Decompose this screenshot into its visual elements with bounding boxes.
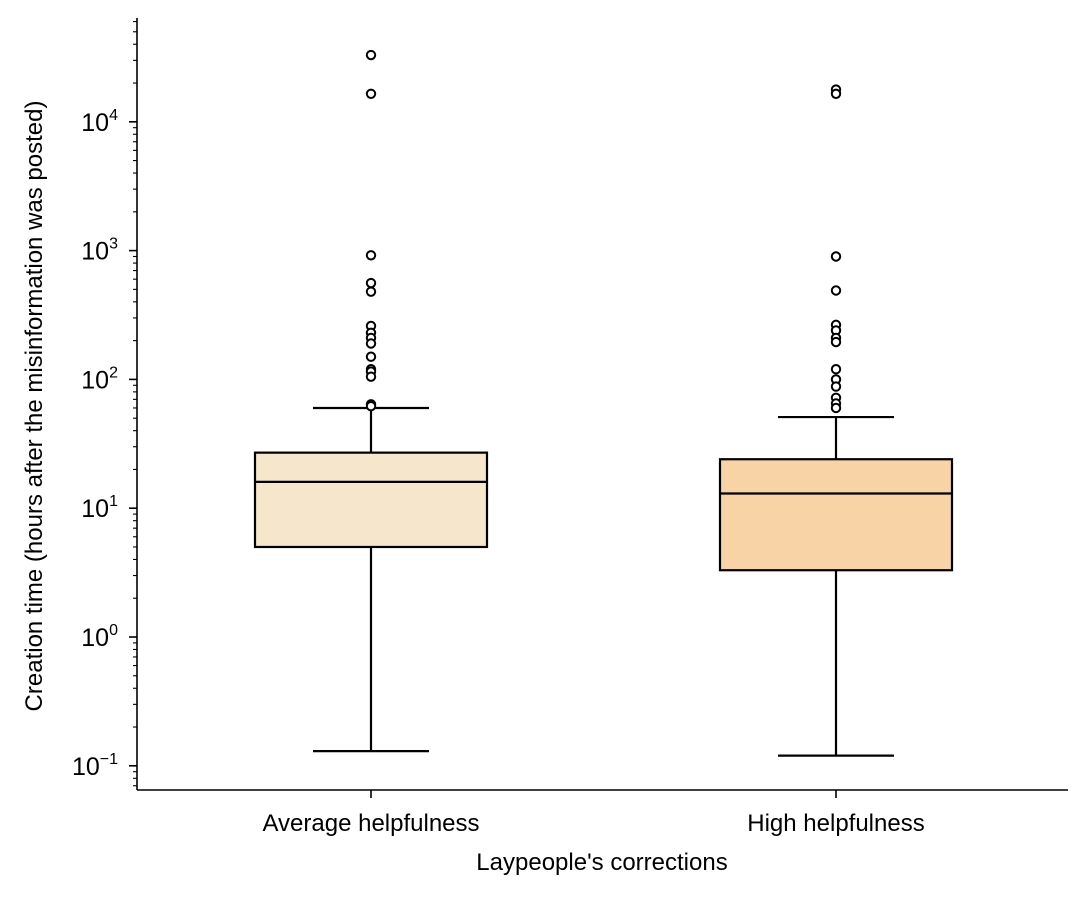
y-tick-label: 104 xyxy=(81,107,118,137)
y-tick-label: 101 xyxy=(81,493,118,523)
outlier-point xyxy=(365,338,377,349)
y-tick-label: 103 xyxy=(81,236,118,266)
outlier-point xyxy=(365,88,377,99)
x-tick-label: High helpfulness xyxy=(747,810,924,837)
outlier-point xyxy=(830,88,842,99)
outlier-point xyxy=(365,400,377,412)
outlier-point xyxy=(830,336,842,348)
y-ticks: 10−1 100 101 102 103 104 xyxy=(72,21,137,787)
y-axis-title: Creation time (hours after the misinform… xyxy=(21,101,48,712)
y-tick-label: 10−1 xyxy=(72,751,118,781)
outlier-point xyxy=(365,277,377,289)
outlier-point xyxy=(830,364,842,375)
x-tick-labels: Average helpfulness High helpfulness xyxy=(262,790,925,837)
outlier-point xyxy=(365,286,377,297)
outlier-point xyxy=(830,285,842,296)
iqr-box xyxy=(718,458,954,572)
y-tick-label: 100 xyxy=(81,622,118,652)
axes xyxy=(136,18,1068,791)
x-axis-title: Laypeople's corrections xyxy=(476,849,727,876)
box-group xyxy=(253,49,489,753)
outlier-point xyxy=(365,250,377,261)
outlier-point xyxy=(830,402,842,414)
outlier-point xyxy=(365,351,377,362)
boxes xyxy=(253,49,954,757)
box-group xyxy=(718,84,954,757)
x-tick-label: Average helpfulness xyxy=(262,810,479,837)
iqr-box xyxy=(253,451,489,549)
y-tick-label: 102 xyxy=(81,364,118,394)
outlier-point xyxy=(830,381,842,392)
outlier-point xyxy=(365,371,377,382)
outlier-point xyxy=(365,49,377,61)
outlier-point xyxy=(830,251,842,262)
